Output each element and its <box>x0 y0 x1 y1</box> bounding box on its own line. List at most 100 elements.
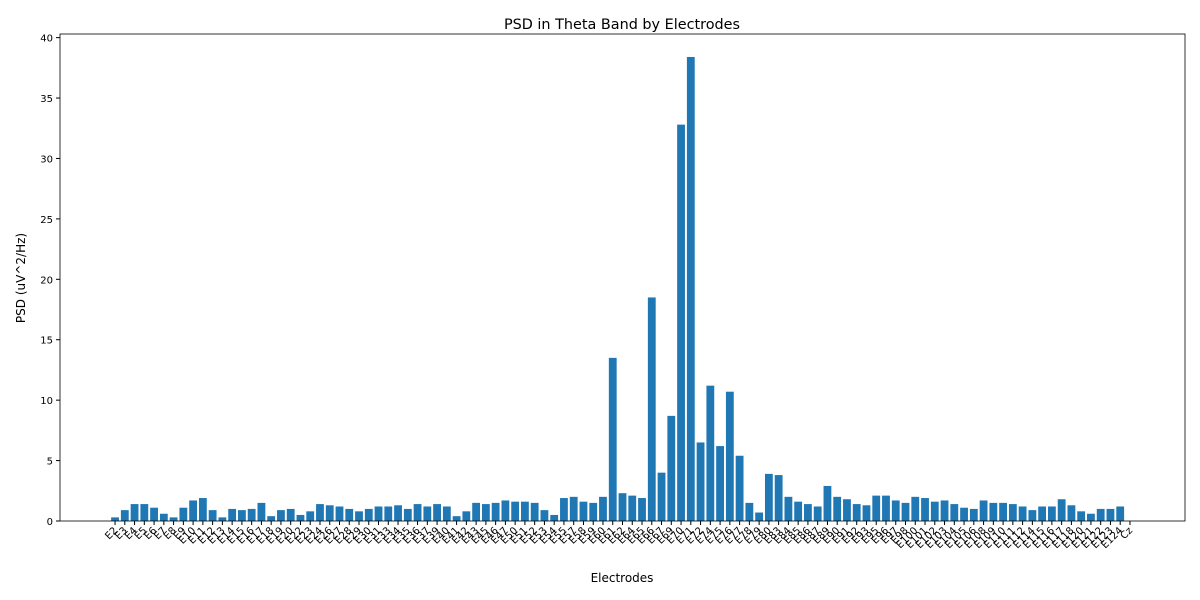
bar <box>667 415 676 521</box>
bar <box>638 498 646 521</box>
bar <box>111 517 119 521</box>
bar <box>530 502 539 521</box>
bar <box>277 510 285 521</box>
bar <box>296 514 305 521</box>
y-tick-label: 30 <box>40 154 53 165</box>
bar <box>745 502 754 521</box>
chart-title: PSD in Theta Band by Electrodes <box>504 17 740 33</box>
x-tick-label: Cz <box>1119 525 1135 541</box>
y-tick-label: 15 <box>40 336 53 347</box>
bar <box>374 506 383 521</box>
bar <box>764 473 773 521</box>
y-tick-label: 0 <box>47 517 53 528</box>
bar <box>628 495 637 521</box>
bar <box>930 501 939 521</box>
bar <box>999 502 1007 521</box>
bar <box>960 507 968 521</box>
bar <box>579 501 588 521</box>
bar <box>804 504 812 521</box>
bar <box>169 517 178 521</box>
bar <box>1106 508 1115 521</box>
bar <box>345 508 354 521</box>
bar <box>686 56 695 521</box>
bar <box>569 496 578 521</box>
bar <box>452 516 461 521</box>
bar <box>413 504 422 521</box>
bar <box>969 508 978 521</box>
bar <box>325 505 334 521</box>
bar <box>608 357 617 521</box>
y-tick-label: 5 <box>47 457 53 468</box>
bar <box>989 502 998 521</box>
bar <box>1057 499 1066 521</box>
bar <box>794 501 803 521</box>
bar <box>940 500 949 521</box>
bar <box>1028 510 1037 521</box>
bar <box>355 511 363 521</box>
bar <box>891 500 900 521</box>
bar <box>238 510 246 521</box>
bar <box>120 510 129 521</box>
bar <box>1008 504 1017 521</box>
bar <box>784 496 793 521</box>
bar <box>696 442 705 521</box>
bar <box>159 513 168 521</box>
bar <box>882 495 890 521</box>
bar <box>247 508 256 521</box>
bar <box>130 504 139 521</box>
bar <box>394 505 402 521</box>
bar <box>1067 505 1076 521</box>
bar <box>550 514 559 521</box>
bar <box>472 502 481 521</box>
y-tick-label: 40 <box>40 34 53 45</box>
bar <box>1077 511 1086 521</box>
bar <box>823 485 832 521</box>
bar <box>901 502 910 521</box>
bar <box>208 510 217 521</box>
bar <box>257 502 266 521</box>
y-tick-label: 35 <box>40 94 53 105</box>
bar <box>335 506 344 521</box>
y-tick-label: 10 <box>40 396 53 407</box>
bar <box>589 502 598 521</box>
bar <box>150 507 158 521</box>
bar <box>306 511 315 521</box>
bar <box>179 507 188 521</box>
bar <box>198 498 207 521</box>
bar <box>852 504 861 521</box>
bar <box>511 501 520 521</box>
bar <box>706 385 715 521</box>
bar <box>862 505 871 521</box>
bar <box>189 500 198 521</box>
bar <box>423 506 432 521</box>
bar <box>1018 506 1027 521</box>
bar <box>540 510 549 521</box>
bar <box>1038 506 1047 521</box>
bar <box>384 506 393 521</box>
bar <box>950 504 959 521</box>
bar <box>267 516 276 521</box>
bar <box>228 508 237 521</box>
bar <box>286 508 295 521</box>
bar <box>501 500 510 521</box>
bar <box>618 493 627 521</box>
y-tick-label: 20 <box>40 275 53 286</box>
bar <box>813 506 822 521</box>
bar <box>1096 508 1105 521</box>
bar <box>911 496 920 521</box>
bar <box>657 472 666 521</box>
bar <box>403 508 412 521</box>
bar <box>599 496 607 521</box>
bar <box>872 495 881 521</box>
bar <box>921 498 929 521</box>
bar <box>755 512 764 521</box>
bar <box>316 504 324 521</box>
bar <box>481 504 490 521</box>
bar <box>843 499 851 521</box>
bar <box>218 517 227 521</box>
bar <box>716 446 724 521</box>
bar <box>979 500 988 521</box>
bar <box>462 511 471 521</box>
bar <box>833 496 842 521</box>
